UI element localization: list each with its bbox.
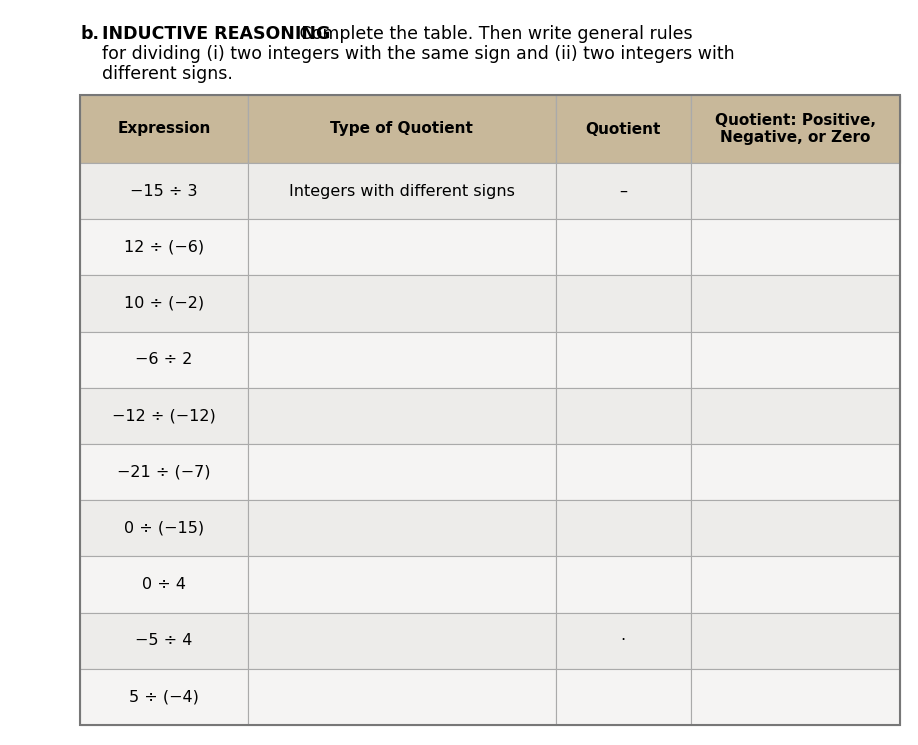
Bar — [691, 219, 900, 276]
Bar — [80, 388, 248, 444]
Bar — [555, 163, 691, 219]
Text: Integers with different signs: Integers with different signs — [289, 183, 515, 199]
Bar — [691, 444, 900, 500]
Bar — [691, 95, 900, 163]
Bar — [80, 95, 900, 725]
Bar — [248, 219, 555, 276]
Bar — [80, 163, 248, 219]
Bar — [555, 219, 691, 276]
Text: −15 ÷ 3: −15 ÷ 3 — [130, 183, 197, 199]
Bar — [248, 95, 555, 163]
Text: 10 ÷ (−2): 10 ÷ (−2) — [124, 296, 204, 311]
Bar — [80, 612, 248, 669]
Text: Type of Quotient: Type of Quotient — [330, 121, 474, 136]
Bar — [80, 219, 248, 276]
Bar — [691, 388, 900, 444]
Text: –: – — [620, 183, 627, 199]
Bar — [555, 95, 691, 163]
Text: −6 ÷ 2: −6 ÷ 2 — [135, 352, 193, 367]
Bar — [691, 163, 900, 219]
Bar — [555, 557, 691, 612]
Text: for dividing (i) two integers with the same sign and (ii) two integers with: for dividing (i) two integers with the s… — [102, 45, 734, 63]
Bar — [80, 669, 248, 725]
Text: ·: · — [621, 633, 626, 648]
Bar — [80, 444, 248, 500]
Bar — [248, 557, 555, 612]
Bar — [248, 332, 555, 388]
Bar — [248, 276, 555, 332]
Bar — [80, 332, 248, 388]
Text: −21 ÷ (−7): −21 ÷ (−7) — [118, 465, 211, 480]
Bar — [691, 332, 900, 388]
Text: Quotient: Positive,
Negative, or Zero: Quotient: Positive, Negative, or Zero — [715, 112, 876, 145]
Bar — [691, 612, 900, 669]
Text: −12 ÷ (−12): −12 ÷ (−12) — [112, 408, 216, 423]
Bar — [248, 500, 555, 557]
Text: −5 ÷ 4: −5 ÷ 4 — [135, 633, 193, 648]
Bar — [555, 388, 691, 444]
Bar — [555, 500, 691, 557]
Bar — [248, 444, 555, 500]
Text: Quotient: Quotient — [586, 121, 661, 136]
Bar — [555, 276, 691, 332]
Text: 12 ÷ (−6): 12 ÷ (−6) — [124, 240, 204, 255]
Text: Complete the table. Then write general rules: Complete the table. Then write general r… — [294, 25, 692, 43]
Bar — [248, 669, 555, 725]
Text: Expression: Expression — [118, 121, 211, 136]
Bar — [555, 444, 691, 500]
Text: 0 ÷ (−15): 0 ÷ (−15) — [124, 521, 204, 536]
Text: 5 ÷ (−4): 5 ÷ (−4) — [129, 689, 199, 705]
Bar — [80, 276, 248, 332]
Bar — [80, 557, 248, 612]
Text: b.: b. — [80, 25, 99, 43]
Bar — [248, 163, 555, 219]
Bar — [691, 276, 900, 332]
Text: INDUCTIVE REASONING: INDUCTIVE REASONING — [102, 25, 330, 43]
Bar — [555, 669, 691, 725]
Bar — [248, 612, 555, 669]
Text: different signs.: different signs. — [102, 65, 233, 83]
Bar — [80, 500, 248, 557]
Bar — [555, 612, 691, 669]
Text: 0 ÷ 4: 0 ÷ 4 — [142, 577, 186, 592]
Bar — [691, 557, 900, 612]
Bar — [691, 500, 900, 557]
Bar — [691, 669, 900, 725]
Bar — [248, 388, 555, 444]
Bar — [80, 95, 248, 163]
Bar — [555, 332, 691, 388]
